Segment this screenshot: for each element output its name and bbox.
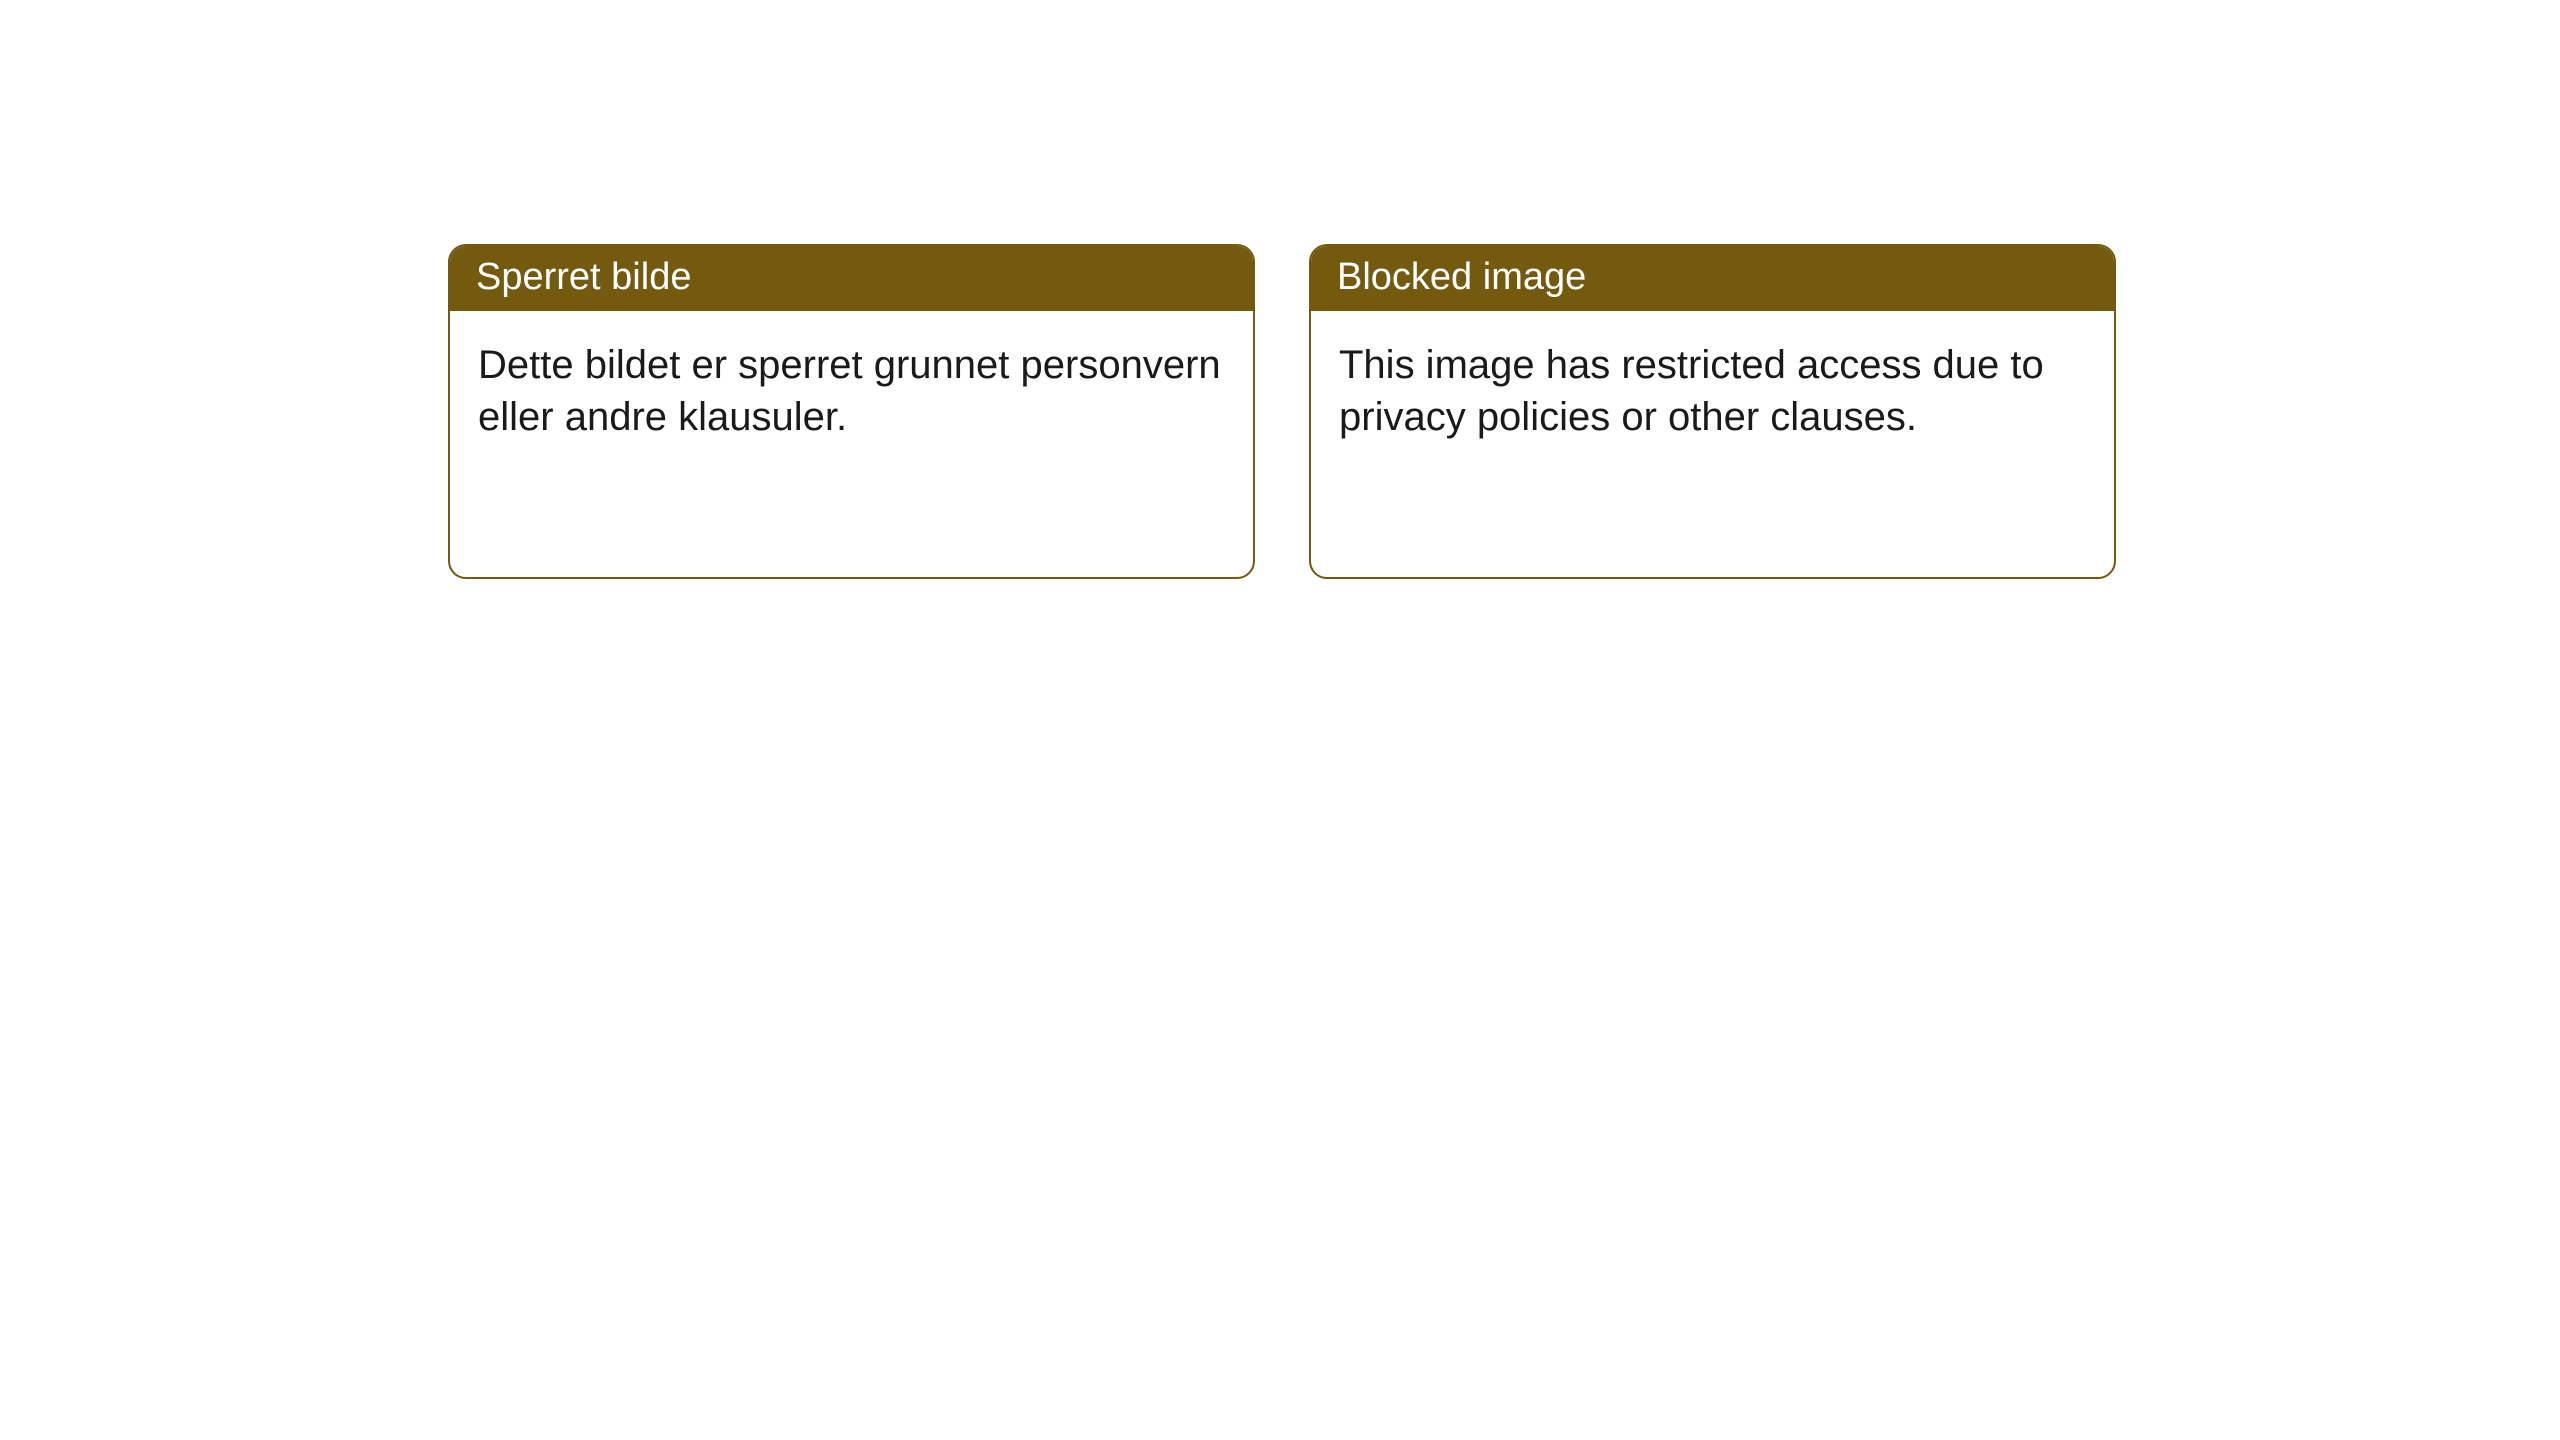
card-header: Blocked image <box>1311 246 2114 311</box>
card-title: Blocked image <box>1337 256 1586 298</box>
notice-card-english: Blocked image This image has restricted … <box>1309 244 2116 579</box>
card-title: Sperret bilde <box>476 256 691 298</box>
card-body-text: This image has restricted access due to … <box>1339 343 2044 439</box>
card-body: Dette bildet er sperret grunnet personve… <box>450 311 1253 471</box>
card-header: Sperret bilde <box>450 246 1253 311</box>
notice-container: Sperret bilde Dette bildet er sperret gr… <box>0 0 2560 579</box>
card-body-text: Dette bildet er sperret grunnet personve… <box>478 343 1221 439</box>
notice-card-norwegian: Sperret bilde Dette bildet er sperret gr… <box>448 244 1255 579</box>
card-body: This image has restricted access due to … <box>1311 311 2114 471</box>
